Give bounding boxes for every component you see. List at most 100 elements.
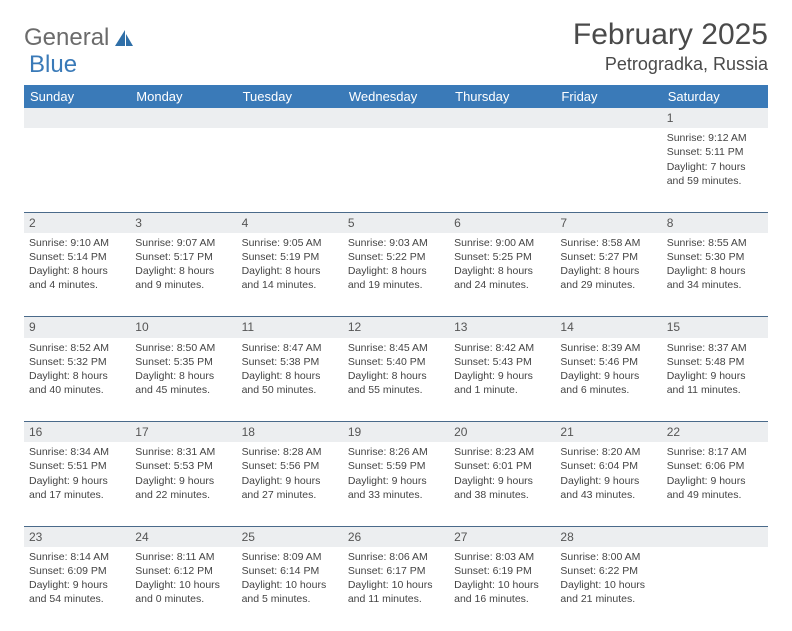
sunrise-line: Sunrise: 8:31 AM	[135, 445, 231, 459]
daylight-line: Daylight: 9 hours and 11 minutes.	[667, 369, 763, 397]
logo-text-general: General	[24, 24, 109, 52]
daylight-line: Daylight: 8 hours and 50 minutes.	[242, 369, 338, 397]
daynum-row: 2345678	[24, 212, 768, 233]
daylight-line: Daylight: 9 hours and 38 minutes.	[454, 474, 550, 502]
sunrise-line: Sunrise: 8:45 AM	[348, 341, 444, 355]
day-cell: Sunrise: 8:17 AMSunset: 6:06 PMDaylight:…	[662, 442, 768, 526]
sunset-line: Sunset: 6:12 PM	[135, 564, 231, 578]
location: Petrogradka, Russia	[573, 54, 768, 75]
sunset-line: Sunset: 5:53 PM	[135, 459, 231, 473]
day-number-cell: 18	[237, 422, 343, 443]
sunset-line: Sunset: 6:04 PM	[560, 459, 656, 473]
sunrise-line: Sunrise: 8:34 AM	[29, 445, 125, 459]
daylight-line: Daylight: 8 hours and 40 minutes.	[29, 369, 125, 397]
logo-sail-icon	[113, 28, 135, 48]
day-number-cell: 11	[237, 317, 343, 338]
day-cell: Sunrise: 8:09 AMSunset: 6:14 PMDaylight:…	[237, 547, 343, 631]
sunset-line: Sunset: 5:30 PM	[667, 250, 763, 264]
week-row: Sunrise: 8:34 AMSunset: 5:51 PMDaylight:…	[24, 442, 768, 526]
day-cell	[130, 128, 236, 212]
sunrise-line: Sunrise: 8:23 AM	[454, 445, 550, 459]
daylight-line: Daylight: 10 hours and 16 minutes.	[454, 578, 550, 606]
day-cell: Sunrise: 9:00 AMSunset: 5:25 PMDaylight:…	[449, 233, 555, 317]
day-cell: Sunrise: 8:23 AMSunset: 6:01 PMDaylight:…	[449, 442, 555, 526]
weekday-tuesday: Tuesday	[237, 85, 343, 108]
sunrise-line: Sunrise: 8:09 AM	[242, 550, 338, 564]
daylight-line: Daylight: 9 hours and 54 minutes.	[29, 578, 125, 606]
sunset-line: Sunset: 5:25 PM	[454, 250, 550, 264]
sunrise-line: Sunrise: 9:00 AM	[454, 236, 550, 250]
daylight-line: Daylight: 10 hours and 21 minutes.	[560, 578, 656, 606]
day-number-cell: 23	[24, 526, 130, 547]
day-cell: Sunrise: 8:50 AMSunset: 5:35 PMDaylight:…	[130, 338, 236, 422]
daylight-line: Daylight: 10 hours and 5 minutes.	[242, 578, 338, 606]
day-cell: Sunrise: 8:34 AMSunset: 5:51 PMDaylight:…	[24, 442, 130, 526]
sunset-line: Sunset: 5:27 PM	[560, 250, 656, 264]
daylight-line: Daylight: 9 hours and 27 minutes.	[242, 474, 338, 502]
sunset-line: Sunset: 5:19 PM	[242, 250, 338, 264]
daylight-line: Daylight: 9 hours and 1 minute.	[454, 369, 550, 397]
weekday-monday: Monday	[130, 85, 236, 108]
day-cell	[555, 128, 661, 212]
sunrise-line: Sunrise: 8:50 AM	[135, 341, 231, 355]
daynum-row: 1	[24, 108, 768, 128]
calendar-table: Sunday Monday Tuesday Wednesday Thursday…	[24, 85, 768, 631]
sunrise-line: Sunrise: 8:06 AM	[348, 550, 444, 564]
daylight-line: Daylight: 9 hours and 22 minutes.	[135, 474, 231, 502]
week-row: Sunrise: 9:12 AMSunset: 5:11 PMDaylight:…	[24, 128, 768, 212]
weekday-saturday: Saturday	[662, 85, 768, 108]
daylight-line: Daylight: 8 hours and 4 minutes.	[29, 264, 125, 292]
sunset-line: Sunset: 5:22 PM	[348, 250, 444, 264]
day-cell	[662, 547, 768, 631]
day-cell: Sunrise: 8:26 AMSunset: 5:59 PMDaylight:…	[343, 442, 449, 526]
day-number-cell: 14	[555, 317, 661, 338]
daylight-line: Daylight: 9 hours and 6 minutes.	[560, 369, 656, 397]
daylight-line: Daylight: 8 hours and 9 minutes.	[135, 264, 231, 292]
day-number-cell: 16	[24, 422, 130, 443]
sunrise-line: Sunrise: 8:52 AM	[29, 341, 125, 355]
day-cell: Sunrise: 8:47 AMSunset: 5:38 PMDaylight:…	[237, 338, 343, 422]
sunrise-line: Sunrise: 9:10 AM	[29, 236, 125, 250]
sunset-line: Sunset: 5:46 PM	[560, 355, 656, 369]
sunrise-line: Sunrise: 8:00 AM	[560, 550, 656, 564]
sunset-line: Sunset: 5:35 PM	[135, 355, 231, 369]
day-cell: Sunrise: 8:52 AMSunset: 5:32 PMDaylight:…	[24, 338, 130, 422]
weekday-wednesday: Wednesday	[343, 85, 449, 108]
day-number-cell: 27	[449, 526, 555, 547]
week-row: Sunrise: 9:10 AMSunset: 5:14 PMDaylight:…	[24, 233, 768, 317]
sunrise-line: Sunrise: 8:11 AM	[135, 550, 231, 564]
daylight-line: Daylight: 7 hours and 59 minutes.	[667, 160, 763, 188]
sunrise-line: Sunrise: 8:20 AM	[560, 445, 656, 459]
day-number-cell: 15	[662, 317, 768, 338]
day-number-cell	[555, 108, 661, 128]
daylight-line: Daylight: 9 hours and 49 minutes.	[667, 474, 763, 502]
day-number-cell	[662, 526, 768, 547]
sunrise-line: Sunrise: 8:28 AM	[242, 445, 338, 459]
day-cell: Sunrise: 9:05 AMSunset: 5:19 PMDaylight:…	[237, 233, 343, 317]
weekday-thursday: Thursday	[449, 85, 555, 108]
day-number-cell: 19	[343, 422, 449, 443]
sunset-line: Sunset: 5:11 PM	[667, 145, 763, 159]
day-number-cell: 1	[662, 108, 768, 128]
sunset-line: Sunset: 5:17 PM	[135, 250, 231, 264]
day-cell: Sunrise: 9:03 AMSunset: 5:22 PMDaylight:…	[343, 233, 449, 317]
weekday-header-row: Sunday Monday Tuesday Wednesday Thursday…	[24, 85, 768, 108]
day-number-cell: 28	[555, 526, 661, 547]
day-number-cell: 24	[130, 526, 236, 547]
daylight-line: Daylight: 8 hours and 29 minutes.	[560, 264, 656, 292]
day-cell: Sunrise: 8:20 AMSunset: 6:04 PMDaylight:…	[555, 442, 661, 526]
logo-text-blue: Blue	[29, 51, 77, 79]
sunrise-line: Sunrise: 9:05 AM	[242, 236, 338, 250]
day-number-cell: 26	[343, 526, 449, 547]
sunset-line: Sunset: 5:56 PM	[242, 459, 338, 473]
day-number-cell: 3	[130, 212, 236, 233]
day-number-cell: 4	[237, 212, 343, 233]
day-number-cell: 9	[24, 317, 130, 338]
daylight-line: Daylight: 8 hours and 34 minutes.	[667, 264, 763, 292]
day-cell	[237, 128, 343, 212]
sunset-line: Sunset: 6:22 PM	[560, 564, 656, 578]
day-number-cell	[343, 108, 449, 128]
day-cell: Sunrise: 8:58 AMSunset: 5:27 PMDaylight:…	[555, 233, 661, 317]
day-number-cell	[24, 108, 130, 128]
sunrise-line: Sunrise: 8:42 AM	[454, 341, 550, 355]
